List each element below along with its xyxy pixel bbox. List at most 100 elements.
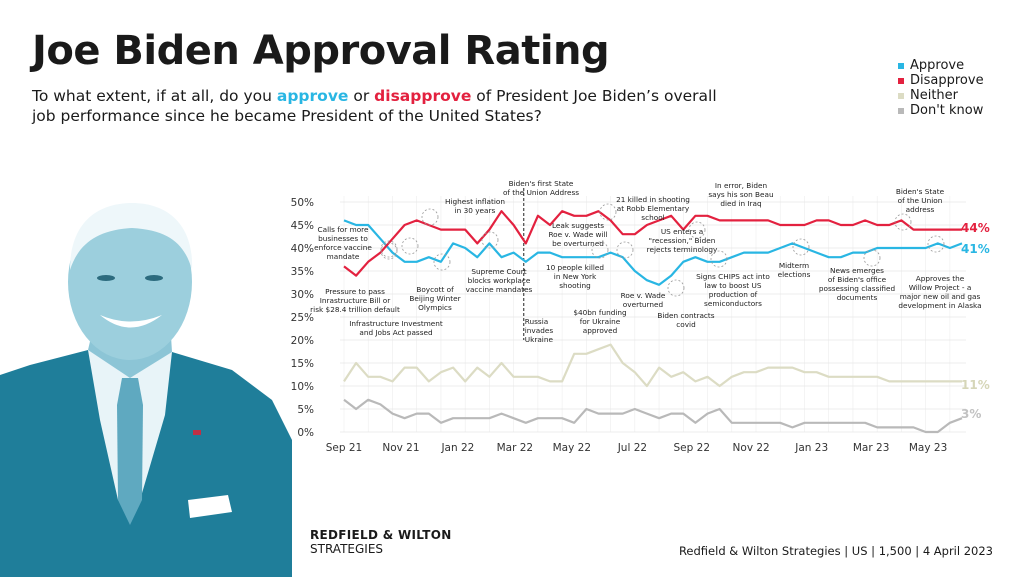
y-tick-label: 15%	[291, 358, 314, 370]
annotation-label: Boycott of	[416, 285, 454, 294]
series-line-neither	[343, 343, 962, 388]
annotation-circle	[433, 253, 451, 271]
subtitle-text: To what extent, if at all, do you	[32, 87, 277, 105]
y-tick-label: 50%	[291, 197, 314, 209]
annotation-label: in New York	[554, 272, 597, 281]
x-tick-label: Mar 23	[853, 442, 890, 454]
annotation-label: of the Union	[898, 196, 943, 205]
y-tick-label: 35%	[291, 266, 314, 278]
lapel-pin	[193, 430, 201, 435]
annotation-label: US enters a	[661, 227, 703, 236]
annotation-label: Beijing Winter	[409, 294, 460, 303]
annotation-label: Infrastructure Investment	[349, 319, 443, 328]
legend-swatch	[898, 77, 904, 84]
annotation-circle	[380, 240, 398, 258]
x-tick-label: Jan 23	[794, 442, 828, 454]
series-layer	[343, 210, 963, 434]
annotation-label: enforce vaccine	[314, 243, 372, 252]
x-tick-label: Nov 22	[733, 442, 770, 454]
event-marker-label: invades	[525, 326, 554, 335]
legend-item: Neither	[898, 88, 984, 103]
annotation-label: production of	[709, 290, 758, 299]
annotation-circle	[421, 208, 439, 226]
brand-logo: REDFIELD & WILTON STRATEGIES	[310, 528, 452, 556]
annotation-label: Biden's first State	[509, 179, 574, 188]
series-line-don-t-know	[343, 398, 963, 434]
annotation-label: Supreme Court	[471, 267, 526, 276]
x-tick-label: Mar 22	[497, 442, 534, 454]
annotation-label: Biden's State	[896, 187, 945, 196]
annotation-label: major new oil and gas	[900, 292, 981, 301]
brand-line-2: STRATEGIES	[310, 542, 384, 556]
page-title: Joe Biden Approval Rating	[32, 28, 610, 74]
legend-swatch	[898, 92, 904, 99]
x-tick-label: Sep 21	[326, 442, 363, 454]
y-axis: 0% 5% 10% 15% 20% 25% 30% 35% 40% 45% 50%	[291, 197, 314, 439]
annotation-circle	[481, 231, 499, 249]
annotation-label: Roe v. Wade	[621, 291, 666, 300]
subtitle-disapprove: disapprove	[374, 87, 472, 105]
x-tick-label: Jan 22	[440, 442, 474, 454]
annotation-circle	[792, 238, 810, 256]
annotation-label: possessing classified	[819, 284, 895, 293]
x-tick-label: Sep 22	[674, 442, 711, 454]
annotation-label: in 30 years	[455, 206, 496, 215]
annotation-label: Approves the	[916, 274, 965, 283]
annotation-label: 10 people killed	[546, 263, 604, 272]
annotation-label: of Biden's office	[828, 275, 887, 284]
annotation-circle	[401, 237, 419, 255]
annotation-label: risk $28.4 trillion default	[310, 305, 400, 314]
left-eye	[97, 275, 115, 281]
legend-item: Don't know	[898, 103, 984, 118]
annotation-label: be overturned	[552, 239, 604, 248]
annotation-label: Pressure to pass	[325, 287, 385, 296]
annotation-circle	[591, 241, 609, 259]
event-marker-label: Russia	[525, 317, 548, 326]
y-tick-label: 10%	[291, 381, 314, 393]
annotation-label: approved	[583, 326, 617, 335]
annotation-label: Leak suggests	[552, 221, 604, 230]
hair	[70, 203, 193, 270]
annotation-circle	[688, 221, 706, 239]
y-tick-label: 30%	[291, 289, 314, 301]
annotation-label: Roe v. Wade will	[548, 230, 607, 239]
annotation-label: address	[906, 205, 935, 214]
subtitle-or: or	[348, 87, 375, 105]
x-tick-label: Jul 22	[617, 442, 647, 454]
series-line-approve	[343, 219, 963, 286]
chart-legend: Approve Disapprove Neither Don't know	[898, 58, 984, 118]
subtitle-approve: approve	[276, 87, 349, 105]
series-end-label: 44%	[961, 221, 990, 235]
annotation-circle	[667, 279, 685, 297]
x-axis: Sep 21 Nov 21 Jan 22 Mar 22 May 22 Jul 22 Sep …	[326, 442, 948, 454]
y-tick-label: 45%	[291, 220, 314, 232]
annotation-label: and Jobs Act passed	[359, 328, 432, 337]
annotation-label: blocks workplace	[468, 276, 531, 285]
page-subtitle: To what extent, if at all, do you approv…	[32, 86, 732, 126]
annotation-circle	[599, 203, 617, 221]
annotation-label: In error, Biden	[715, 181, 767, 190]
annotation-label: shooting	[559, 281, 591, 290]
annotation-label: rejects terminology	[647, 245, 718, 254]
smile	[100, 315, 162, 328]
legend-label: Neither	[910, 88, 959, 103]
y-tick-label: 5%	[297, 404, 314, 416]
annotation-label: businesses to	[318, 234, 368, 243]
annotation-label: Willow Project - a	[909, 283, 972, 292]
legend-swatch	[898, 62, 904, 69]
annotation-label: Olympics	[418, 303, 452, 312]
annotation-label: covid	[676, 320, 695, 329]
annotation-circle	[616, 241, 634, 259]
series-end-label: 3%	[961, 407, 981, 421]
annotation-circle	[380, 242, 398, 260]
annotation-label: elections	[778, 270, 811, 279]
annotation-label: $40bn funding	[573, 308, 626, 317]
annotation-label: Biden contracts	[657, 311, 714, 320]
annotation-label: Calls for more	[318, 225, 370, 234]
annotation-label: documents	[837, 293, 878, 302]
biden-portrait	[0, 203, 292, 577]
legend-swatch	[898, 107, 904, 114]
annotation-label: died in Iraq	[720, 199, 761, 208]
